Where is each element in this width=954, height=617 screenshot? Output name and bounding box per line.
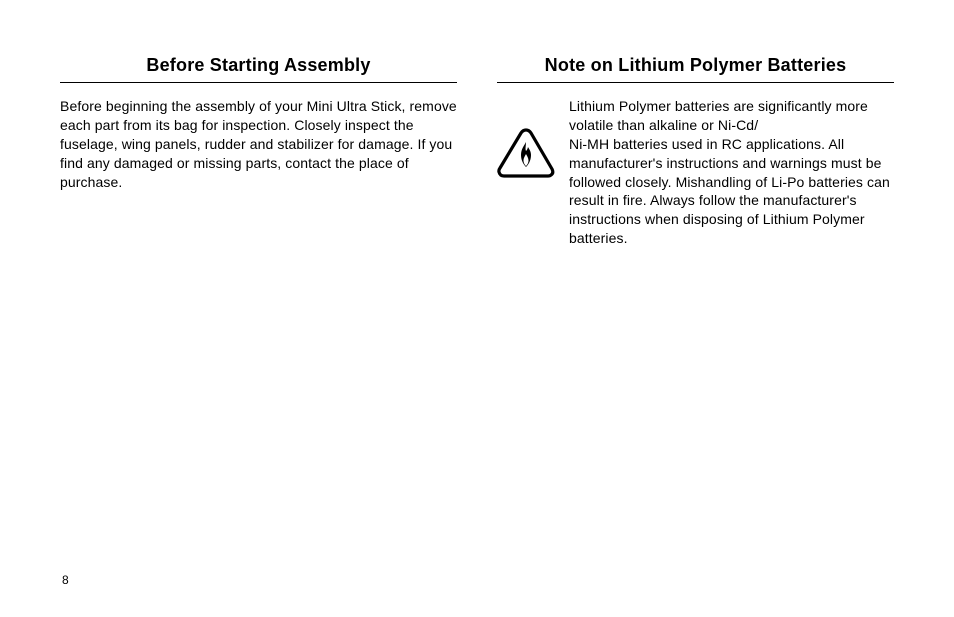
right-column: Note on Lithium Polymer Batteries Lithiu…: [497, 55, 894, 248]
left-column: Before Starting Assembly Before beginnin…: [60, 55, 457, 248]
page-body: Before Starting Assembly Before beginnin…: [60, 55, 894, 248]
right-heading: Note on Lithium Polymer Batteries: [497, 55, 894, 83]
page-number: 8: [62, 573, 69, 587]
left-heading: Before Starting Assembly: [60, 55, 457, 83]
warning-block: Lithium Polymer batteries are significan…: [497, 97, 894, 248]
fire-warning-icon: [497, 127, 555, 184]
right-body-text: Lithium Polymer batteries are significan…: [569, 97, 894, 248]
left-body-text: Before beginning the assembly of your Mi…: [60, 97, 457, 191]
